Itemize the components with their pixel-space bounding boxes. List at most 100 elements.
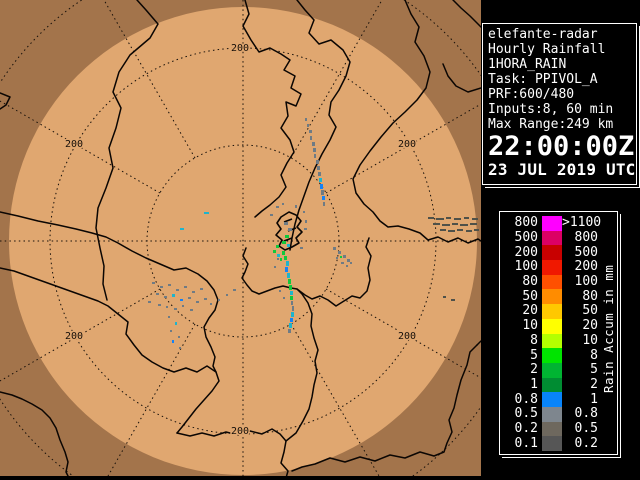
echo-cell (291, 312, 294, 317)
echo-cell (287, 244, 290, 247)
legend-upper-bound: 0.5 (574, 420, 598, 436)
echo-cell (472, 218, 478, 220)
echo-cell (218, 299, 220, 301)
echo-cell (428, 217, 434, 219)
echo-cell (282, 241, 286, 244)
legend-upper-bound: 50 (582, 303, 598, 319)
legend-lower-bound: 10 (522, 318, 538, 334)
echo-cell (318, 172, 321, 176)
echo-cell (283, 297, 285, 299)
legend-lower-bound: 0.5 (514, 406, 538, 422)
echo-cell (295, 205, 297, 208)
echo-cell (316, 160, 319, 164)
info-line: Hourly Rainfall (488, 42, 606, 57)
echo-cell (289, 323, 292, 328)
echo-cell (277, 258, 279, 260)
echo-cell (204, 212, 209, 214)
echo-cell (319, 178, 322, 182)
echo-cell (180, 228, 184, 230)
echo-cell (466, 230, 472, 232)
echo-cell (346, 265, 348, 267)
echo-cell (333, 247, 336, 250)
echo-cell (288, 279, 291, 284)
legend-lower-bound: 8 (530, 332, 538, 348)
legend-upper-bound: 1 (590, 391, 598, 407)
legend-upper-bound: 8 (590, 347, 598, 363)
echo-cell (336, 257, 338, 259)
echo-cell (343, 255, 346, 258)
echo-cell (291, 301, 293, 305)
legend-color-swatch (542, 392, 562, 407)
echo-cell (305, 118, 307, 121)
legend-lower-bound: 0.1 (514, 435, 538, 451)
echo-cell (184, 286, 187, 288)
echo-cell (303, 211, 305, 213)
legend-row: 200 500 (504, 244, 617, 261)
legend-axis-title: Rain Accum in mm (601, 264, 616, 394)
legend-lower-bound: 500 (514, 230, 538, 246)
echo-cell (347, 259, 350, 262)
range-ring-100km (146, 144, 340, 338)
range-ring-label: 200 (398, 331, 416, 342)
echo-cell (190, 309, 193, 311)
echo-cell (446, 217, 451, 219)
legend-rows: 800 >1100 500 800 200 500 100 200 80 100 50 80 20 50 1… (504, 216, 617, 451)
echo-cell (172, 340, 174, 343)
legend-row: 0.8 1 (504, 392, 617, 407)
legend-color-swatch (542, 245, 562, 261)
echo-cell (284, 256, 287, 260)
echo-cell (175, 322, 177, 325)
legend-row: 0.1 0.2 (504, 436, 617, 451)
echo-cell (474, 229, 479, 231)
legend-upper-bound: 800 (574, 230, 598, 246)
azimuth-spokes (0, 0, 482, 477)
legend-row: 8 10 (504, 332, 617, 349)
echo-cell (274, 266, 276, 268)
echo-cell (340, 256, 342, 258)
legend-upper-bound: 500 (574, 244, 598, 260)
legend-color-swatch (542, 436, 562, 451)
info-lines: elefante-radar Hourly Rainfall 1HORA_RAIN T… (488, 27, 636, 132)
echo-cell (305, 220, 307, 223)
echo-cell (460, 224, 468, 226)
legend-row: 0.5 0.8 (504, 407, 617, 422)
echo-cell (200, 288, 203, 290)
legend-row: 80 100 (504, 275, 617, 290)
legend-upper-bound: 0.2 (574, 435, 598, 451)
echo-cell (156, 293, 159, 295)
echo-cell (168, 284, 171, 286)
echo-cell (307, 124, 309, 127)
echo-cell (152, 282, 155, 284)
legend-color-swatch (542, 333, 562, 349)
echo-cell (179, 347, 181, 349)
echo-cell (170, 330, 172, 332)
range-ring-label: 200 (231, 43, 249, 54)
radar-map: 200 200 200 200 200 200 (0, 0, 534, 480)
legend-color-swatch (542, 406, 562, 422)
range-ring-200km (49, 47, 437, 435)
legend-lower-bound: 0.2 (514, 420, 538, 436)
echo-cell (470, 223, 477, 225)
echo-cell (338, 251, 341, 254)
range-ring-labels: 200 200 200 200 200 200 (63, 42, 417, 439)
info-line: Inputs:8, 60 min (488, 102, 614, 117)
precipitation-echoes (148, 118, 479, 349)
echo-cell (448, 230, 455, 232)
rain-accum-legend: 800 >1100 500 800 200 500 100 200 80 100 50 80 20 50 1… (499, 211, 618, 455)
legend-color-swatch (542, 274, 562, 290)
legend-upper-bound: 2 (590, 376, 598, 392)
legend-lower-bound: 200 (514, 244, 538, 260)
echo-cell (148, 301, 151, 303)
echo-cell (289, 285, 292, 290)
range-ring-label: 200 (398, 139, 416, 150)
echo-cell (188, 297, 191, 299)
legend-upper-bound: 20 (582, 318, 598, 334)
echo-cell (233, 289, 236, 291)
legend-lower-bound: 800 (514, 215, 538, 231)
echo-cell (454, 218, 461, 220)
legend-row: 10 20 (504, 319, 617, 334)
echo-cell (304, 228, 307, 230)
legend-upper-bound: 10 (582, 332, 598, 348)
info-line: Max Range:249 km (488, 117, 614, 132)
